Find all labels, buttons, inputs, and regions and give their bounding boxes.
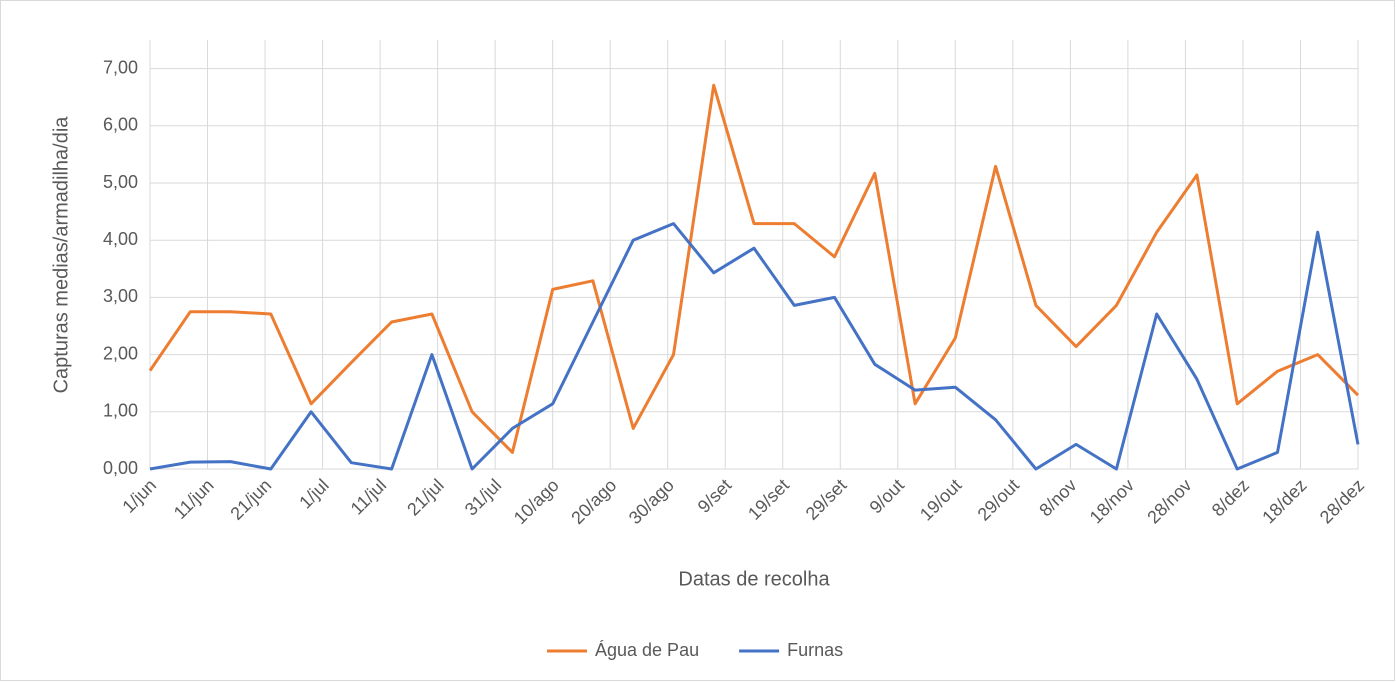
series-line	[149, 222, 1360, 471]
y-tick-label: 3,00	[103, 286, 138, 306]
y-axis-title: Capturas medias/armadilha/dia	[50, 116, 72, 394]
y-tick-label: 0,00	[103, 458, 138, 478]
y-tick-label: 7,00	[103, 57, 138, 77]
legend-label: Furnas	[787, 640, 843, 660]
x-axis-title: Datas de recolha	[678, 568, 830, 590]
y-tick-label: 5,00	[103, 172, 138, 192]
series-line	[148, 83, 1360, 454]
y-tick-label: 4,00	[103, 229, 138, 249]
y-tick-label: 6,00	[103, 115, 138, 135]
legend-label: Água de Pau	[595, 640, 699, 660]
y-tick-label: 1,00	[103, 401, 138, 421]
y-tick-label: 2,00	[103, 343, 138, 363]
